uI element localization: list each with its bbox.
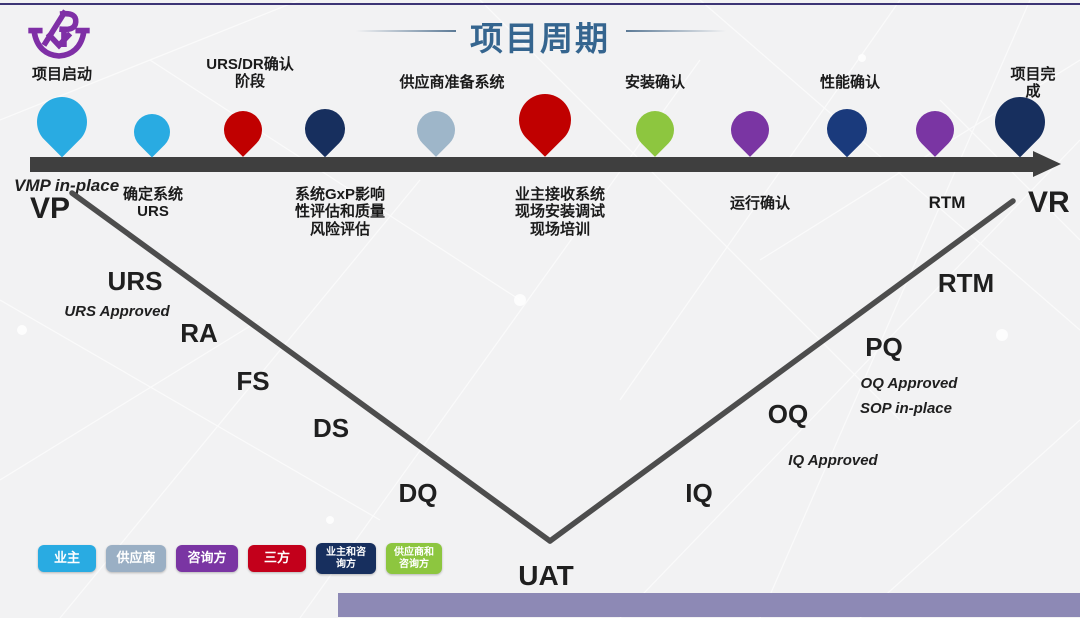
legend-chip-owner: 业主	[38, 545, 96, 572]
stage-urs: URS	[107, 266, 163, 296]
note-sop-in-place: SOP in-place	[860, 400, 952, 417]
label-gxp-assessment: 系统GxP影响 性评估和质量 风险评估	[294, 186, 386, 238]
legend-chip-owner-consultant: 业主和咨 询方	[316, 543, 376, 574]
stage-ds: DS	[312, 413, 350, 443]
title-rule-right	[626, 30, 726, 32]
legend-chip-supplier-consultant: 供应商和 咨询方	[386, 543, 442, 574]
legend-chip-supplier: 供应商	[106, 545, 166, 572]
timeline-bar	[30, 157, 1035, 172]
note-urs-approved: URS Approved	[64, 303, 170, 320]
timeline-arrowhead-icon	[1033, 151, 1061, 177]
stage-pq: PQ	[865, 332, 903, 362]
top-rule	[0, 3, 1080, 5]
label-rtm-small: RTM	[928, 193, 966, 212]
stage-vp: VP	[30, 192, 71, 225]
stage-vr: VR	[1028, 186, 1070, 219]
stage-uat: UAT	[518, 560, 574, 591]
stage-oq: OQ	[767, 399, 809, 429]
label-operation-confirm: 运行确认	[729, 195, 791, 212]
label-install-confirm: 安装确认	[624, 74, 686, 91]
label-project-complete: 项目完成	[1010, 66, 1056, 101]
stage-ra: RA	[180, 318, 218, 348]
note-iq-approved: IQ Approved	[788, 452, 878, 469]
bottom-accent-bar	[338, 593, 1080, 617]
label-define-urs: 确定系统 URS	[122, 186, 184, 221]
label-urs-dr-phase: URS/DR确认 阶段	[206, 56, 294, 91]
stage-dq: DQ	[398, 478, 438, 508]
title-rule-left	[356, 30, 456, 32]
label-project-start: 项目启动	[31, 66, 93, 83]
company-logo	[28, 8, 90, 68]
label-performance-confirm: 性能确认	[819, 74, 881, 91]
page-title: 项目周期	[470, 20, 610, 57]
legend: 业主 供应商 咨询方 三方 业主和咨 询方 供应商和 咨询方	[38, 543, 442, 574]
note-oq-approved: OQ Approved	[860, 375, 958, 392]
legend-chip-consultant: 咨询方	[176, 545, 238, 572]
stage-rtm: RTM	[937, 268, 995, 298]
label-owner-accept: 业主接收系统 现场安装调试 现场培训	[514, 186, 606, 238]
label-supplier-prepare: 供应商准备系统	[399, 74, 505, 91]
stage-fs: FS	[236, 366, 270, 396]
label-vmp-in-place: VMP in-place	[14, 176, 120, 195]
legend-chip-third-party: 三方	[248, 545, 306, 572]
stage-iq: IQ	[685, 478, 713, 508]
